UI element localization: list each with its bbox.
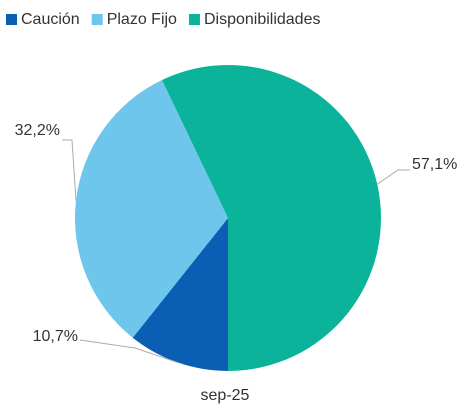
legend-swatch [6, 14, 17, 25]
legend-label: Caución [21, 11, 80, 28]
pie-slice [132, 218, 228, 371]
leader-line [376, 169, 410, 185]
legend-swatch [91, 14, 103, 25]
x-label: sep-25 [201, 387, 250, 404]
leader-line [79, 339, 178, 363]
pie-slice [161, 65, 381, 372]
data-label: 32,2% [15, 122, 60, 139]
data-label: 10,7% [33, 328, 78, 345]
legend-label: Disponibilidades [204, 11, 321, 28]
leader-line [62, 139, 77, 201]
pie-slice [75, 79, 228, 338]
data-label: 57,1% [412, 156, 457, 173]
legend-swatch [188, 14, 200, 25]
legend-label: Plazo Fijo [107, 11, 177, 28]
